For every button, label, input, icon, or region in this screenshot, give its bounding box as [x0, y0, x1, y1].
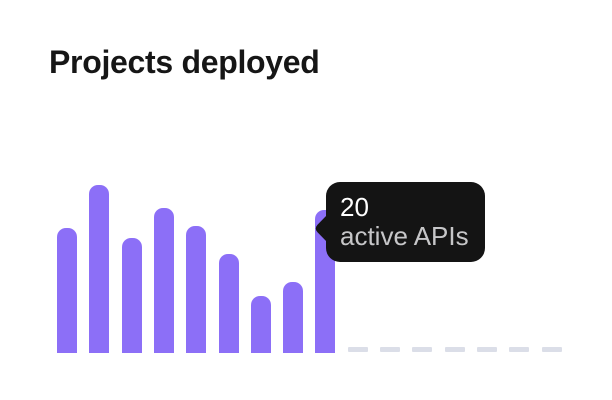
placeholder-dash — [444, 347, 465, 352]
bar[interactable] — [218, 254, 239, 353]
placeholder-dash — [347, 347, 368, 352]
bar[interactable] — [57, 228, 77, 353]
bar[interactable] — [89, 185, 110, 353]
placeholder-dash — [509, 347, 530, 352]
bar[interactable] — [283, 282, 304, 353]
placeholder-dash — [412, 347, 433, 352]
tooltip-label: active APIs — [340, 221, 469, 251]
bar[interactable] — [250, 296, 271, 353]
bar-chart — [57, 0, 582, 353]
bar[interactable] — [121, 238, 142, 353]
tooltip-arrow-icon — [315, 215, 327, 242]
tooltip-value: 20 — [340, 192, 369, 222]
bar[interactable] — [186, 226, 207, 353]
page-title: Projects deployed — [49, 44, 320, 80]
bar[interactable] — [153, 208, 174, 353]
placeholder-dash — [380, 347, 400, 352]
tooltip: 20 active APIs — [315, 182, 485, 262]
placeholder-dash — [541, 347, 562, 352]
placeholder-dash — [476, 347, 497, 352]
